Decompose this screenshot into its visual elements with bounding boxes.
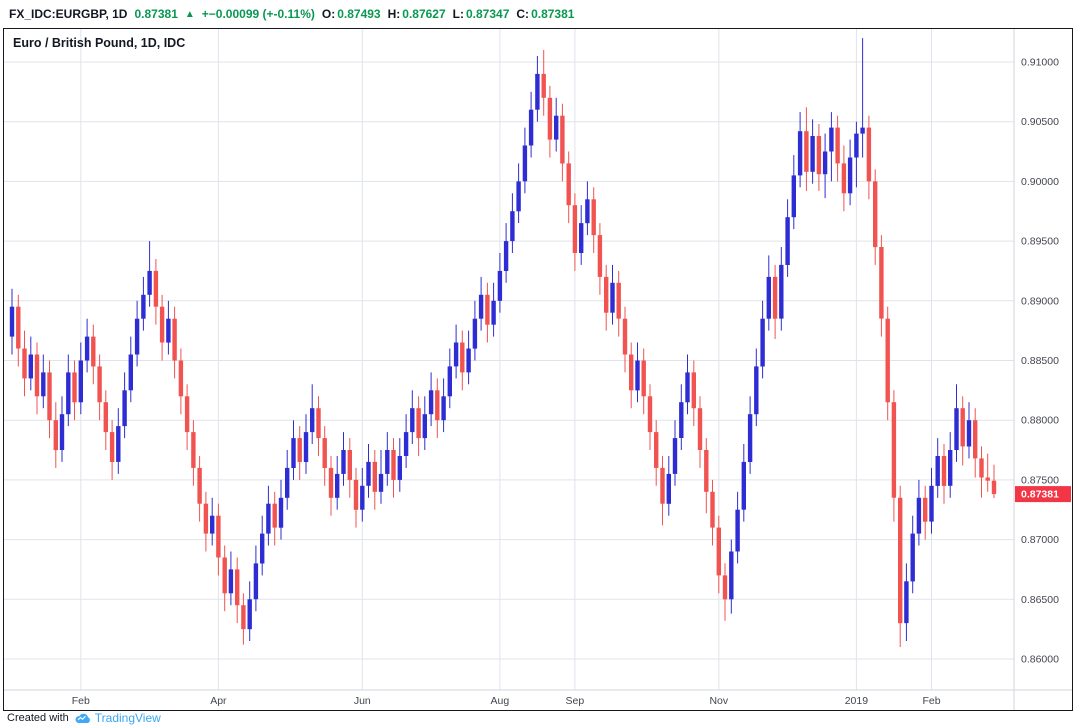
svg-text:Sep: Sep xyxy=(566,695,585,707)
open-readout: O: 0.87493 xyxy=(322,7,381,21)
svg-text:0.87381: 0.87381 xyxy=(1021,489,1059,501)
high-label: H: xyxy=(387,7,401,21)
up-triangle-icon: ▲ xyxy=(184,8,195,20)
svg-text:Apr: Apr xyxy=(210,695,227,707)
open-label: O: xyxy=(321,7,336,21)
low-label: L: xyxy=(452,7,464,21)
svg-text:Feb: Feb xyxy=(72,695,90,707)
svg-text:Jun: Jun xyxy=(354,695,371,707)
close-value: 0.87381 xyxy=(531,7,575,21)
close-label: C: xyxy=(516,7,530,21)
svg-text:0.87500: 0.87500 xyxy=(1021,474,1059,486)
low-value: 0.87347 xyxy=(466,7,510,21)
svg-text:0.86500: 0.86500 xyxy=(1021,594,1059,606)
svg-text:0.89500: 0.89500 xyxy=(1021,236,1059,248)
candlestick-chart[interactable]: 0.91000 0.90500 0.90000 0.89500 0.89000 0.885… xyxy=(4,29,1072,710)
chart-frame: 0.91000 0.90500 0.90000 0.89500 0.89000 0.885… xyxy=(3,28,1073,711)
svg-text:0.91000: 0.91000 xyxy=(1021,57,1059,69)
price-axis[interactable] xyxy=(1014,29,1072,690)
time-axis[interactable] xyxy=(4,690,1014,710)
open-value: 0.87493 xyxy=(337,7,381,21)
svg-text:0.89000: 0.89000 xyxy=(1021,295,1059,307)
svg-text:2019: 2019 xyxy=(845,695,869,707)
svg-text:Feb: Feb xyxy=(922,695,940,707)
low-readout: L: 0.87347 xyxy=(453,7,510,21)
svg-text:0.88500: 0.88500 xyxy=(1021,355,1059,367)
tradingview-link[interactable]: TradingView xyxy=(94,711,161,725)
attribution-bar: Created with TradingView xyxy=(0,711,1076,725)
svg-text:Aug: Aug xyxy=(491,695,510,707)
svg-text:0.88000: 0.88000 xyxy=(1021,415,1059,427)
last-price: 0.87381 xyxy=(134,7,178,21)
chart-legend[interactable]: Euro / British Pound, 1D, IDC xyxy=(13,36,186,50)
svg-text:0.90000: 0.90000 xyxy=(1021,176,1059,188)
created-with-text: Created with xyxy=(7,712,69,724)
tradingview-logo-icon xyxy=(74,712,90,724)
svg-text:0.90500: 0.90500 xyxy=(1021,116,1059,128)
symbol-title[interactable]: FX_IDC:EURGBP, 1D xyxy=(9,7,128,21)
svg-text:0.86000: 0.86000 xyxy=(1021,654,1059,666)
price-change: +−0.00099 (+-0.11%) xyxy=(201,7,315,21)
svg-text:0.87000: 0.87000 xyxy=(1021,534,1059,546)
high-value: 0.87627 xyxy=(402,7,446,21)
symbol-info-bar: FX_IDC:EURGBP, 1D 0.87381 ▲ +−0.00099 (+… xyxy=(0,0,1076,28)
high-readout: H: 0.87627 xyxy=(388,7,446,21)
svg-text:Nov: Nov xyxy=(709,695,728,707)
close-readout: C: 0.87381 xyxy=(516,7,574,21)
